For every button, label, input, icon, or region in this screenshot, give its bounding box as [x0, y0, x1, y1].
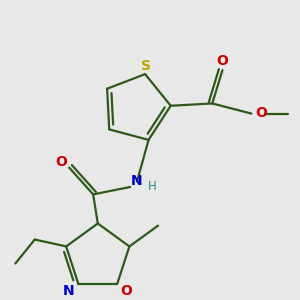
Text: O: O: [121, 284, 133, 298]
Text: O: O: [217, 54, 228, 68]
Text: N: N: [63, 284, 75, 298]
Text: N: N: [131, 175, 143, 188]
Text: O: O: [255, 106, 267, 120]
Text: S: S: [141, 59, 151, 73]
Text: O: O: [55, 155, 67, 169]
Text: H: H: [147, 181, 156, 194]
